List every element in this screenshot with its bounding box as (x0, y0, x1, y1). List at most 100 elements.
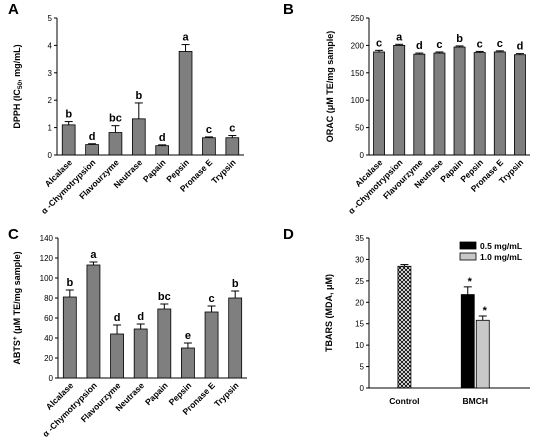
significance-label: * (483, 305, 488, 317)
bar-3 (133, 328, 148, 379)
bar-7 (514, 54, 526, 156)
significance-label: a (396, 31, 403, 43)
y-tick-label: 20 (44, 354, 53, 363)
bar-7 (225, 137, 240, 156)
significance-label: b (232, 278, 239, 290)
significance-label: d (114, 312, 121, 324)
significance-label: d (159, 132, 166, 144)
significance-label: d (416, 40, 423, 52)
significance-label: b (135, 90, 142, 102)
bar-4 (453, 46, 466, 156)
x-tick-label: Control (389, 396, 419, 406)
y-tick-label: 100 (351, 96, 365, 105)
significance-label: bc (158, 291, 171, 303)
y-tick-label: 120 (40, 254, 54, 263)
panel-label: B (283, 1, 294, 18)
bar-6 (493, 51, 506, 156)
bar-3 (131, 118, 146, 156)
x-tick-label: BMCH (463, 396, 489, 406)
legend-swatch (459, 252, 477, 261)
bar-2 (108, 132, 123, 156)
significance-label: d (137, 311, 144, 323)
x-tick-label: Papain (143, 380, 170, 407)
y-tick-label: 80 (44, 294, 53, 303)
bar-6 (202, 137, 216, 156)
bar-2 (413, 53, 426, 156)
bar-0 (62, 296, 77, 379)
y-tick-label: 140 (40, 234, 54, 243)
bar-0 (61, 124, 76, 156)
bar-4 (157, 308, 172, 379)
y-tick-label: 4 (48, 41, 53, 50)
bar-2 (110, 333, 124, 379)
y-tick-label: 20 (355, 298, 364, 307)
significance-label: bc (109, 113, 122, 125)
significance-label: a (90, 249, 97, 261)
bar-1 (393, 45, 406, 156)
y-tick-label: 0 (48, 151, 53, 160)
y-tick-label: 35 (355, 234, 364, 243)
y-tick-label: 5 (360, 363, 365, 372)
significance-label: c (497, 38, 503, 50)
panel-c: C ABTS+ (μM TE/mg sample) 0 20 40 60 80 100 120 1… (8, 226, 247, 439)
y-tick-label: 5 (48, 14, 53, 23)
bar-1 (85, 144, 99, 156)
significance-label: c (477, 38, 483, 50)
bar-7 (228, 297, 243, 379)
significance-label: c (229, 123, 235, 135)
x-tick-label: Trypsin (212, 380, 240, 408)
legend-swatch (459, 241, 477, 250)
significance-label: * (468, 276, 473, 288)
bar-0 (373, 51, 385, 156)
significance-label: c (209, 293, 215, 305)
bar-4 (155, 145, 170, 156)
bmch-bar-1 (475, 319, 490, 389)
y-tick-label: 200 (351, 41, 365, 50)
significance-label: a (183, 32, 190, 44)
bar-6 (204, 311, 219, 379)
significance-label: c (206, 124, 212, 136)
x-tick-label: Papain (141, 157, 168, 184)
bar-5 (181, 347, 195, 379)
significance-label: b (65, 109, 72, 121)
bar-5 (473, 52, 486, 156)
y-tick-label: 1 (48, 124, 53, 133)
y-axis-label: ORAC (μM TE/mg sample) (325, 31, 335, 143)
bar-3 (433, 52, 446, 156)
y-tick-label: 15 (355, 320, 364, 329)
panel-label: D (283, 226, 294, 243)
y-tick-label: 3 (48, 69, 53, 78)
y-axis-label: DPPH (IC50, mg/mL) (12, 44, 24, 128)
significance-label: c (436, 39, 442, 51)
y-tick-label: 2 (48, 96, 53, 105)
y-tick-label: 25 (355, 277, 364, 286)
significance-label: b (66, 277, 73, 289)
y-tick-label: 30 (355, 255, 364, 264)
y-tick-label: 0 (360, 151, 365, 160)
y-tick-label: 0 (360, 384, 365, 393)
y-axis-label: TBARS (MDA, μM) (324, 274, 334, 352)
y-tick-label: 40 (44, 334, 53, 343)
legend-label: 1.0 mg/mL (480, 252, 522, 262)
y-tick-label: 60 (44, 314, 53, 323)
y-tick-label: 100 (40, 274, 54, 283)
significance-label: b (456, 33, 463, 45)
significance-label: d (517, 41, 524, 53)
y-tick-label: 0 (49, 374, 54, 383)
panel-label: C (8, 226, 19, 243)
significance-label: c (376, 37, 382, 49)
panel-d: D TBARS (MDA, μM) 0 5 10 15 20 25 30 35 * * Control B… (283, 226, 530, 406)
y-tick-label: 250 (351, 14, 365, 23)
control-bar (397, 265, 412, 389)
bar-5 (178, 51, 193, 156)
bmch-bar-0 (460, 294, 475, 389)
y-tick-label: 150 (351, 69, 365, 78)
y-tick-label: 50 (355, 124, 364, 133)
significance-label: e (185, 330, 191, 342)
significance-label: d (89, 131, 96, 143)
panel-label: A (8, 1, 19, 18)
y-axis-label: ABTS+ (μM TE/mg sample) (12, 251, 22, 364)
